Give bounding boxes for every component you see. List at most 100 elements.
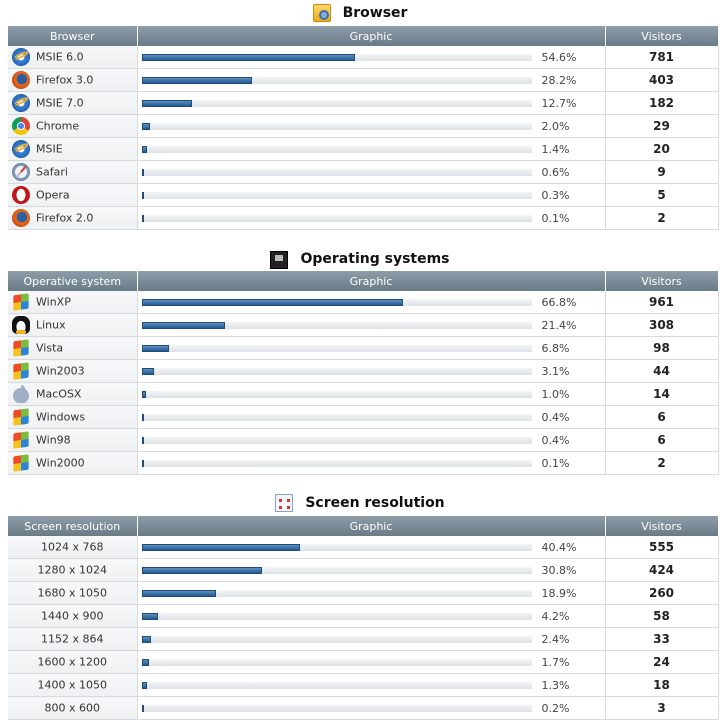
column-header-browser[interactable]: Browser xyxy=(8,26,138,46)
table-row: Win2003 3.1% 44 xyxy=(8,359,719,383)
graphic-cell: 28.2% xyxy=(137,68,606,92)
browser-icon xyxy=(312,4,331,22)
row-label: Vista xyxy=(36,341,64,355)
visitors-count: 961 xyxy=(605,291,719,314)
bar-fill xyxy=(141,437,144,444)
name-cell: 1440 x 900 xyxy=(8,604,138,628)
column-header-operative-system[interactable]: Operative system xyxy=(8,271,138,291)
visitors-count: 781 xyxy=(605,46,719,69)
row-label: 800 x 600 xyxy=(44,701,101,715)
visitors-count: 14 xyxy=(605,382,719,406)
table-row: MSIE 1.4% 20 xyxy=(8,137,719,161)
percent-label: 0.3% xyxy=(541,189,570,202)
column-header-visitors[interactable]: Visitors xyxy=(605,516,719,536)
name-cell: WinXP xyxy=(8,291,138,314)
percent-label: 0.2% xyxy=(541,702,570,715)
bar-track xyxy=(141,169,532,176)
graphic-cell: 4.2% xyxy=(137,604,606,628)
name-cell: Opera xyxy=(8,183,138,207)
table-row: 1440 x 900 4.2% 58 xyxy=(8,604,719,628)
table-row: Win98 0.4% 6 xyxy=(8,428,719,452)
name-cell: Win2003 xyxy=(8,359,138,383)
opera-icon xyxy=(12,186,30,204)
ie-icon xyxy=(12,94,30,112)
percent-label: 66.8% xyxy=(541,296,577,309)
column-header-graphic[interactable]: Graphic xyxy=(137,271,606,291)
graphic-cell: 0.4% xyxy=(137,405,606,429)
visitors-count: 58 xyxy=(605,604,719,628)
browser-title: Browser xyxy=(342,5,408,21)
column-header-screen-resolution[interactable]: Screen resolution xyxy=(8,516,138,536)
graphic-cell: 3.1% xyxy=(137,359,606,383)
screen-section-title: Screen resolution xyxy=(0,494,720,516)
table-row: WinXP 66.8% 961 xyxy=(8,291,719,314)
name-cell: 800 x 600 xyxy=(8,696,138,720)
column-header-graphic[interactable]: Graphic xyxy=(137,516,606,536)
table-row: Firefox 2.0 0.1% 2 xyxy=(8,206,719,230)
bar-fill xyxy=(141,123,150,130)
graphic-cell: 0.1% xyxy=(137,206,606,230)
linux-icon xyxy=(12,316,30,334)
visitors-count: 2 xyxy=(605,451,719,475)
ie-icon xyxy=(12,140,30,158)
graphic-cell: 21.4% xyxy=(137,313,606,337)
percent-label: 0.1% xyxy=(541,212,570,225)
row-label: Win2003 xyxy=(36,364,85,378)
column-header-visitors[interactable]: Visitors xyxy=(605,26,719,46)
row-label: Chrome xyxy=(36,119,80,133)
bar-track xyxy=(141,636,532,643)
percent-label: 0.1% xyxy=(541,457,570,470)
bar-track xyxy=(141,437,532,444)
table-row: Vista 6.8% 98 xyxy=(8,336,719,360)
table-row: 1024 x 768 40.4% 555 xyxy=(8,536,719,559)
os-title: Operating systems xyxy=(300,251,450,267)
bar-fill xyxy=(141,544,300,551)
percent-label: 12.7% xyxy=(541,97,577,110)
table-row: 1680 x 1050 18.9% 260 xyxy=(8,581,719,605)
name-cell: Firefox 3.0 xyxy=(8,68,138,92)
graphic-cell: 1.7% xyxy=(137,650,606,674)
visitors-count: 20 xyxy=(605,137,719,161)
table-row: 1280 x 1024 30.8% 424 xyxy=(8,558,719,582)
column-header-visitors[interactable]: Visitors xyxy=(605,271,719,291)
percent-label: 18.9% xyxy=(541,587,577,600)
visitors-count: 308 xyxy=(605,313,719,337)
graphic-cell: 40.4% xyxy=(137,536,606,559)
percent-label: 0.6% xyxy=(541,166,570,179)
column-header-graphic[interactable]: Graphic xyxy=(137,26,606,46)
windows-icon xyxy=(13,454,29,472)
bar-track xyxy=(141,544,532,551)
visitors-count: 424 xyxy=(605,558,719,582)
visitors-count: 182 xyxy=(605,91,719,115)
row-label: 1400 x 1050 xyxy=(37,678,108,692)
bar-fill xyxy=(141,590,216,597)
windows-icon xyxy=(13,362,29,380)
name-cell: 1152 x 864 xyxy=(8,627,138,651)
table-row: 1600 x 1200 1.7% 24 xyxy=(8,650,719,674)
graphic-cell: 1.4% xyxy=(137,137,606,161)
bar-fill xyxy=(141,77,252,84)
row-label: 1024 x 768 xyxy=(41,540,104,554)
graphic-cell: 30.8% xyxy=(137,558,606,582)
name-cell: 1600 x 1200 xyxy=(8,650,138,674)
bar-track xyxy=(141,567,532,574)
bar-track xyxy=(141,414,532,421)
bar-fill xyxy=(141,636,151,643)
percent-label: 30.8% xyxy=(541,564,577,577)
windows-icon xyxy=(13,293,29,311)
visitors-count: 3 xyxy=(605,696,719,720)
graphic-cell: 0.6% xyxy=(137,160,606,184)
visitors-count: 6 xyxy=(605,428,719,452)
row-label: Opera xyxy=(36,188,70,202)
name-cell: Firefox 2.0 xyxy=(8,206,138,230)
visitors-count: 29 xyxy=(605,114,719,138)
bar-fill xyxy=(141,100,192,107)
visitors-count: 24 xyxy=(605,650,719,674)
bar-track xyxy=(141,146,532,153)
bar-fill xyxy=(141,169,144,176)
bar-track xyxy=(141,345,532,352)
percent-label: 1.3% xyxy=(541,679,570,692)
windows-icon xyxy=(13,339,29,357)
bar-track xyxy=(141,100,532,107)
row-label: 1680 x 1050 xyxy=(37,586,108,600)
